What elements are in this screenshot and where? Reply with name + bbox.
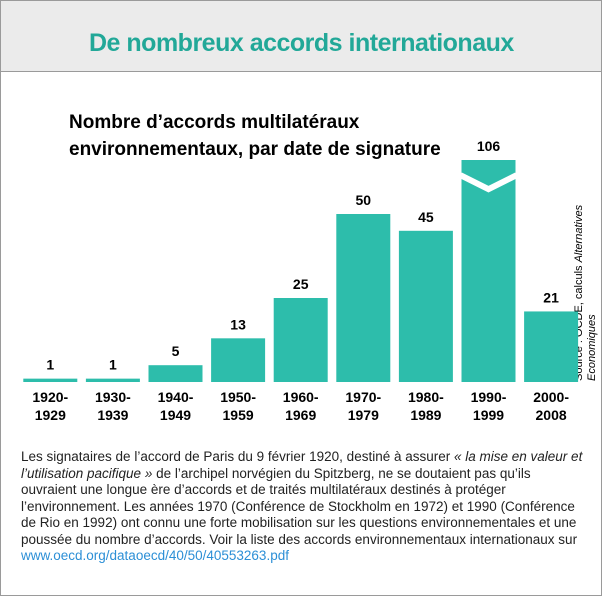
- x-tick-label: 1990-1999: [471, 389, 507, 423]
- caption: Les signataires de l’accord de Paris du …: [21, 449, 587, 565]
- source-text: Alternatives: [573, 204, 585, 263]
- header-title: De nombreux accords internationaux: [89, 29, 514, 57]
- bar: [524, 311, 579, 382]
- bar: [273, 298, 328, 382]
- x-tick-label: 1940-1949: [158, 389, 194, 423]
- bar: [398, 230, 453, 382]
- caption-text: Les signataires de l’accord de Paris du …: [21, 449, 454, 464]
- value-label: 106: [477, 138, 501, 154]
- chart-title: Nombre d’accords multilatéraux: [69, 112, 360, 133]
- chart-title: environnementaux, par date de signature: [69, 139, 441, 160]
- value-label: 45: [418, 209, 434, 225]
- x-tick-label: 1930-1939: [95, 389, 131, 423]
- bar: [461, 160, 516, 382]
- value-label: 5: [172, 343, 180, 359]
- caption-text: de l’archipel norvégien du Spitzberg, ne…: [21, 465, 578, 547]
- bar: [336, 214, 391, 382]
- value-label: 13: [230, 316, 246, 332]
- bar: [85, 378, 140, 382]
- value-label: 25: [293, 276, 309, 292]
- caption-quote: « la mise en valeur et l’utilisation pac…: [21, 449, 583, 481]
- x-tick-label: 1920-1929: [32, 389, 68, 423]
- value-label: 1: [109, 357, 117, 373]
- header: De nombreux accords internationaux: [1, 1, 601, 72]
- x-tick-label: 1980-1989: [408, 389, 444, 423]
- bar: [211, 338, 266, 382]
- bar: [148, 365, 203, 382]
- caption-link[interactable]: www.oecd.org/dataoecd/40/50/40553263.pdf: [21, 548, 289, 563]
- x-tick-label: 2000-2008: [533, 389, 569, 423]
- x-tick-label: 1970-1979: [345, 389, 381, 423]
- x-tick-label: 1960-1969: [283, 389, 319, 423]
- x-tick-label: 1950-1959: [220, 389, 256, 423]
- source: Economiques: [586, 314, 598, 381]
- chart: Nombre d’accords multilatéraux environne…: [23, 112, 598, 423]
- value-label: 21: [543, 289, 559, 305]
- bar: [23, 378, 78, 382]
- value-label: 1: [46, 357, 54, 373]
- value-label: 50: [356, 192, 372, 208]
- axis-break: [459, 172, 518, 193]
